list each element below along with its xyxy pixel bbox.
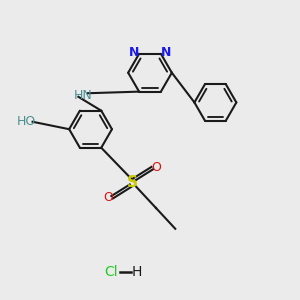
Text: HN: HN: [74, 88, 92, 101]
Text: N: N: [161, 46, 172, 59]
Text: Cl: Cl: [104, 265, 118, 279]
Text: O: O: [151, 161, 161, 174]
Text: HO: HO: [17, 115, 36, 128]
Text: N: N: [128, 46, 139, 59]
Text: H: H: [131, 265, 142, 279]
Text: O: O: [103, 191, 113, 204]
Text: S: S: [127, 175, 138, 190]
